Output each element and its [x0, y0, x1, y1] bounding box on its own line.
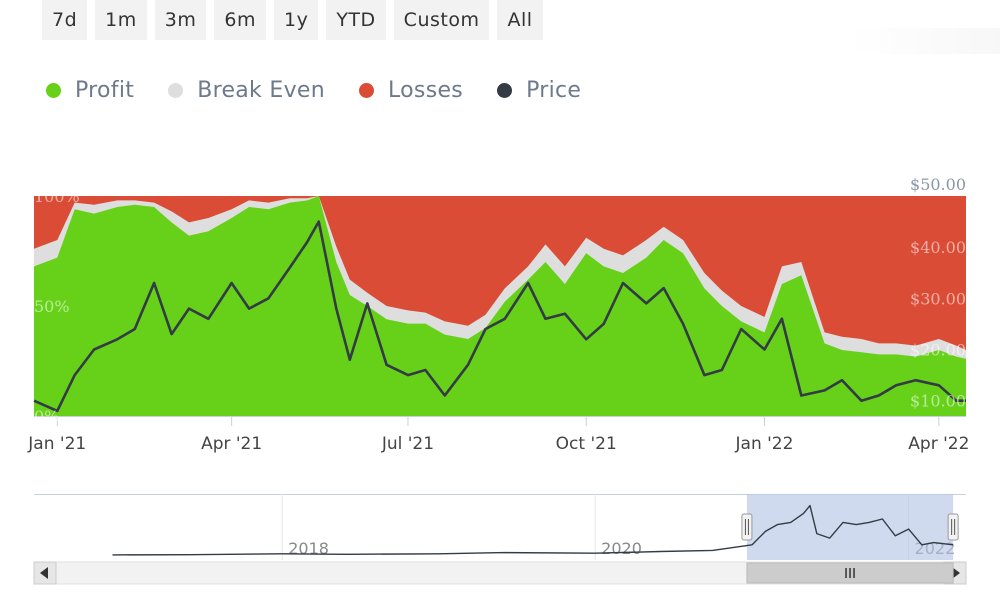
legend-label-losses: Losses — [388, 78, 464, 103]
x-tick-label: Apr '22 — [908, 434, 969, 454]
y-right-tick-label: $20.00 — [910, 340, 966, 359]
navigator-handle-right[interactable] — [947, 513, 959, 541]
range-button-custom[interactable]: Custom — [393, 0, 490, 40]
profit-area — [34, 196, 966, 416]
legend-label-profit: Profit — [75, 78, 135, 103]
legend-item-losses[interactable]: Losses — [359, 78, 463, 103]
y-right-tick-label: $30.00 — [910, 289, 966, 308]
y-right-tick-label: $50.00 — [910, 175, 966, 194]
range-button-3m[interactable]: 3m — [154, 0, 207, 40]
scroll-right-arrow-icon — [952, 567, 960, 579]
range-button-7d[interactable]: 7d — [42, 0, 88, 40]
navigator-price-line — [112, 504, 954, 556]
range-selector: 7d 1m 3m 6m 1y YTD Custom All — [42, 0, 543, 40]
range-button-6m[interactable]: 6m — [214, 0, 266, 40]
chart-legend: Profit Break Even Losses Price — [46, 78, 581, 103]
y-left-tick-label: 50% — [34, 297, 70, 316]
y-left-tick-label: 100% — [34, 187, 80, 206]
legend-dot-losses — [359, 83, 374, 98]
legend-item-break-even[interactable]: Break Even — [168, 78, 325, 103]
legend-label-break-even: Break Even — [197, 78, 325, 103]
x-tick-label: Oct '21 — [556, 434, 617, 454]
legend-dot-break-even — [168, 83, 184, 98]
legend-item-price[interactable]: Price — [497, 78, 581, 103]
fade-overlay — [850, 28, 1000, 54]
legend-label-price: Price — [526, 78, 582, 103]
range-button-1y[interactable]: 1y — [273, 0, 319, 40]
navigator-x-label: 2018 — [288, 539, 329, 558]
x-tick-label: Apr '21 — [201, 434, 262, 454]
x-tick-label: Jan '22 — [735, 434, 794, 454]
legend-item-profit[interactable]: Profit — [46, 78, 134, 103]
range-button-ytd[interactable]: YTD — [326, 0, 386, 40]
price-line — [33, 220, 966, 413]
x-tick-label: Jan '21 — [27, 434, 86, 454]
navigator-selection[interactable] — [746, 494, 954, 560]
navigator-x-label: 2020 — [601, 539, 642, 558]
range-button-all[interactable]: All — [497, 0, 543, 40]
legend-dot-price — [497, 83, 513, 98]
y-right-tick-label: $10.00 — [910, 392, 966, 411]
range-button-1m[interactable]: 1m — [95, 0, 147, 40]
y-right-tick-label: $40.00 — [910, 238, 966, 257]
y-left-tick-label: 0% — [34, 407, 59, 426]
scroll-left-arrow-icon — [40, 567, 48, 579]
navigator-handle-left[interactable] — [741, 513, 753, 541]
legend-dot-profit — [46, 83, 61, 98]
x-tick-label: Jul '21 — [381, 434, 434, 454]
